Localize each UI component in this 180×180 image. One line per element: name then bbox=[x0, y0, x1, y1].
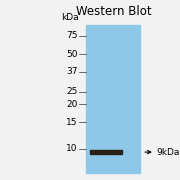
Bar bbox=[90, 150, 122, 154]
Text: kDa: kDa bbox=[62, 14, 79, 22]
Text: 9kDa: 9kDa bbox=[157, 148, 180, 157]
Text: 10: 10 bbox=[66, 144, 77, 153]
Bar bbox=[86, 25, 140, 173]
Text: 15: 15 bbox=[66, 118, 77, 127]
Text: 37: 37 bbox=[66, 68, 77, 76]
Text: 75: 75 bbox=[66, 31, 77, 40]
Text: 50: 50 bbox=[66, 50, 77, 59]
Text: 20: 20 bbox=[66, 100, 77, 109]
Text: Western Blot: Western Blot bbox=[76, 5, 151, 18]
Text: 25: 25 bbox=[66, 87, 77, 96]
